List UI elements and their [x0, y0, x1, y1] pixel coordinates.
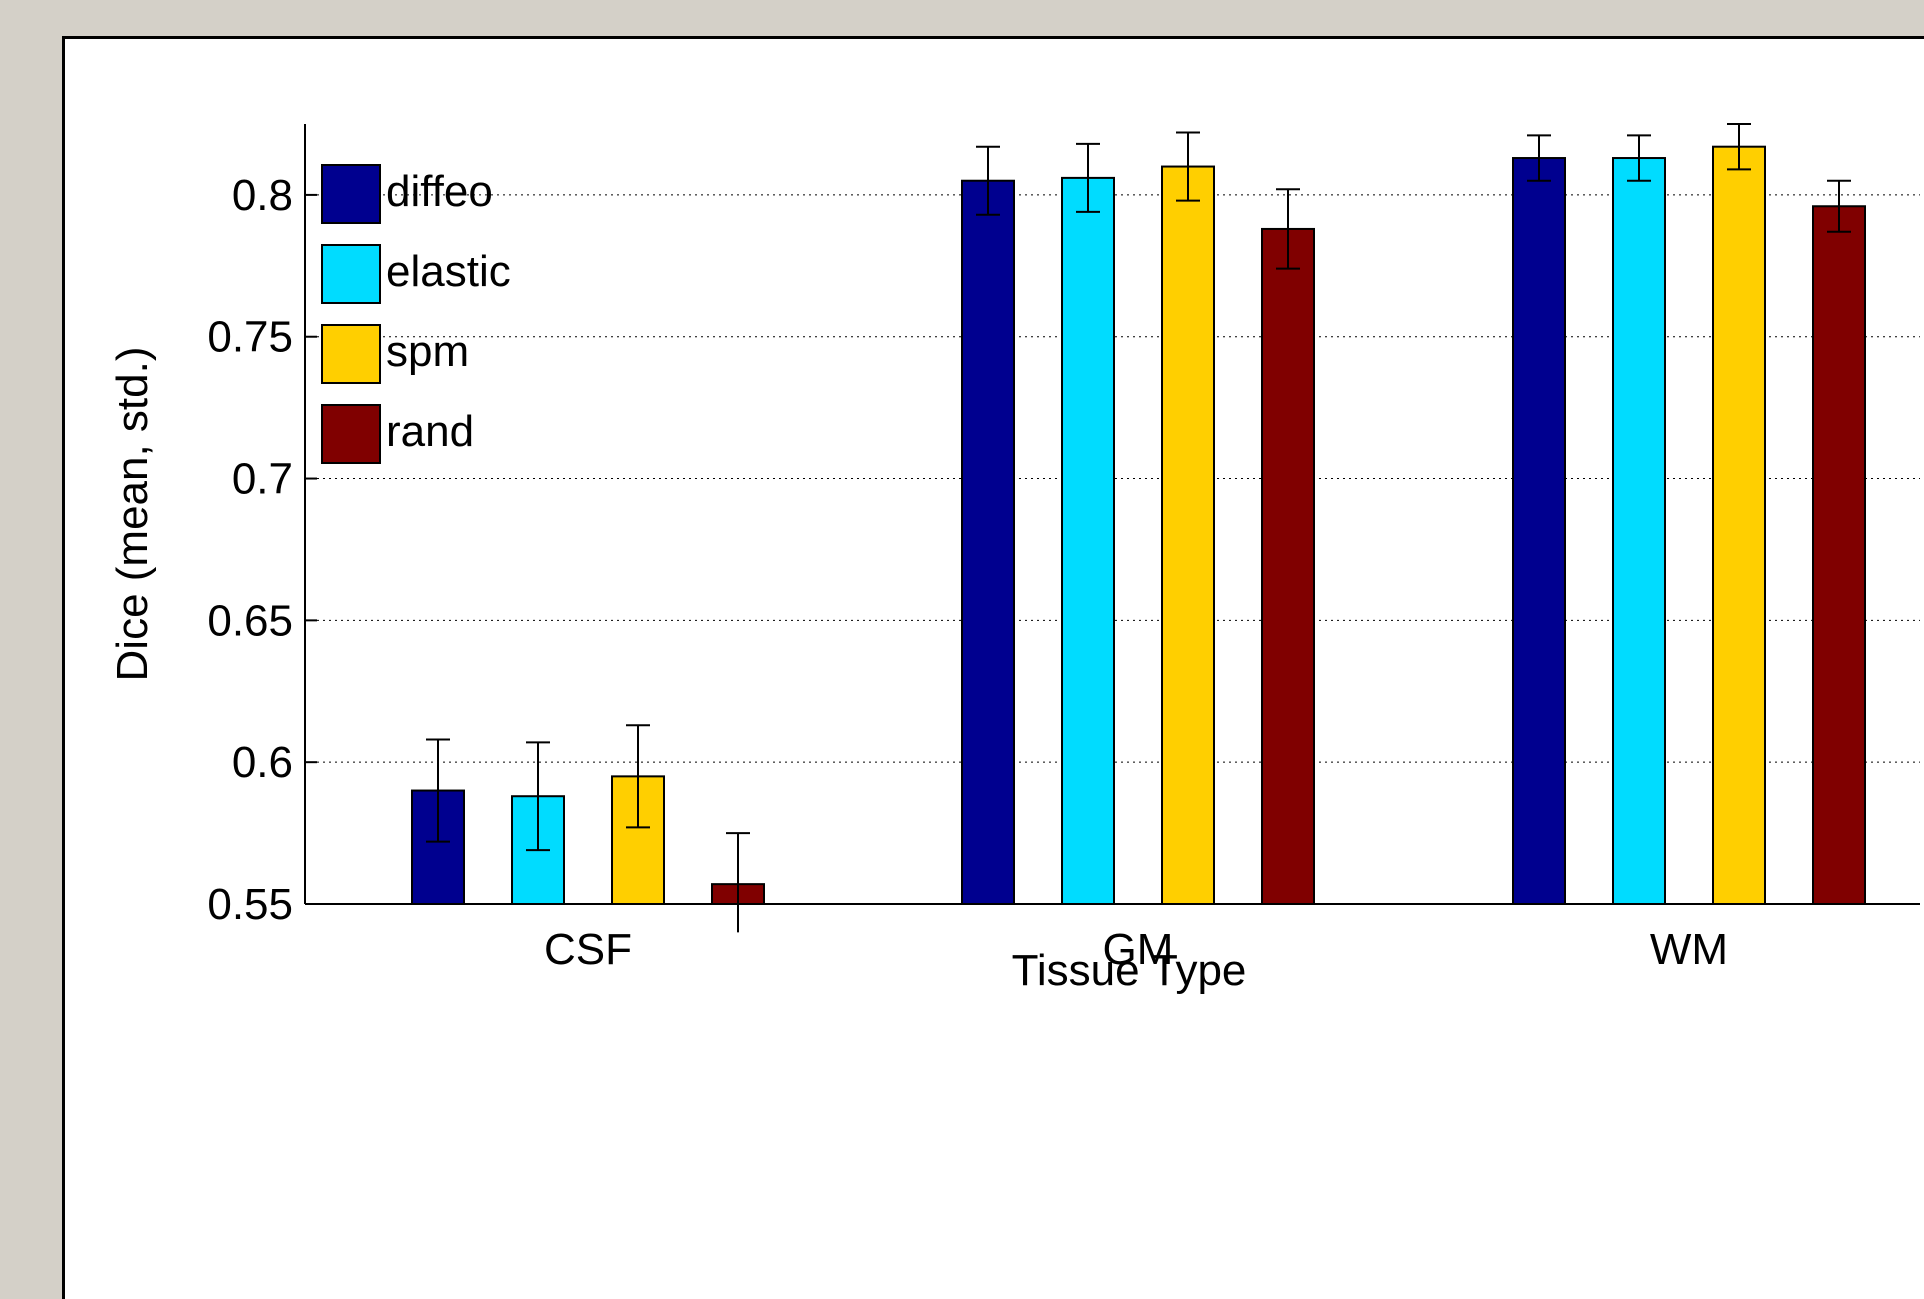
- y-tick-label: 0.75: [207, 313, 293, 362]
- y-tick-label: 0.65: [207, 596, 293, 645]
- x-tick-labels: CSF GM WM: [544, 925, 1728, 974]
- y-tick-label: 0.6: [232, 738, 293, 787]
- legend-label-elastic: elastic: [386, 247, 511, 296]
- bar-diffeo-gm: [961, 179, 1015, 905]
- bar-rand-wm: [1812, 205, 1866, 906]
- y-tick-label: 0.8: [232, 171, 293, 220]
- legend-swatch-spm: [321, 324, 381, 384]
- bar-diffeo-wm: [1512, 157, 1566, 905]
- x-tick-label-wm: WM: [1650, 925, 1728, 974]
- bar-chart: 0.55 0.6 0.65 0.7 0.75 0.8 CSF GM WM Tissue Typ…: [108, 123, 1920, 995]
- bar-spm-wm: [1712, 145, 1766, 905]
- legend: diffeo elastic spm rand: [321, 164, 511, 464]
- x-axis-title: Tissue Type: [1012, 946, 1247, 995]
- legend-swatch-diffeo: [321, 164, 381, 224]
- legend-swatch-rand: [321, 404, 381, 464]
- axes: [304, 124, 1920, 905]
- x-tick-label-csf: CSF: [544, 925, 632, 974]
- legend-label-diffeo: diffeo: [386, 167, 493, 216]
- legend-swatch-elastic: [321, 244, 381, 304]
- y-tick-labels: 0.55 0.6 0.65 0.7 0.75 0.8: [207, 171, 293, 929]
- legend-label-spm: spm: [386, 327, 469, 376]
- bar-rand-gm: [1261, 227, 1315, 906]
- bar-elastic-gm: [1061, 176, 1115, 905]
- bar-spm-gm: [1161, 165, 1215, 905]
- y-axis-title: Dice (mean, std.): [108, 347, 157, 682]
- error-bars: [426, 123, 1851, 933]
- y-tick-label: 0.55: [207, 880, 293, 929]
- bar-elastic-wm: [1612, 157, 1666, 905]
- x-tick-label-gm: GM: [1103, 925, 1174, 974]
- bars: [411, 145, 1866, 906]
- y-tick-label: 0.7: [232, 455, 293, 504]
- figure-window: 0.55 0.6 0.65 0.7 0.75 0.8 CSF GM WM Tissue Typ…: [62, 36, 1924, 1299]
- legend-label-rand: rand: [386, 407, 474, 456]
